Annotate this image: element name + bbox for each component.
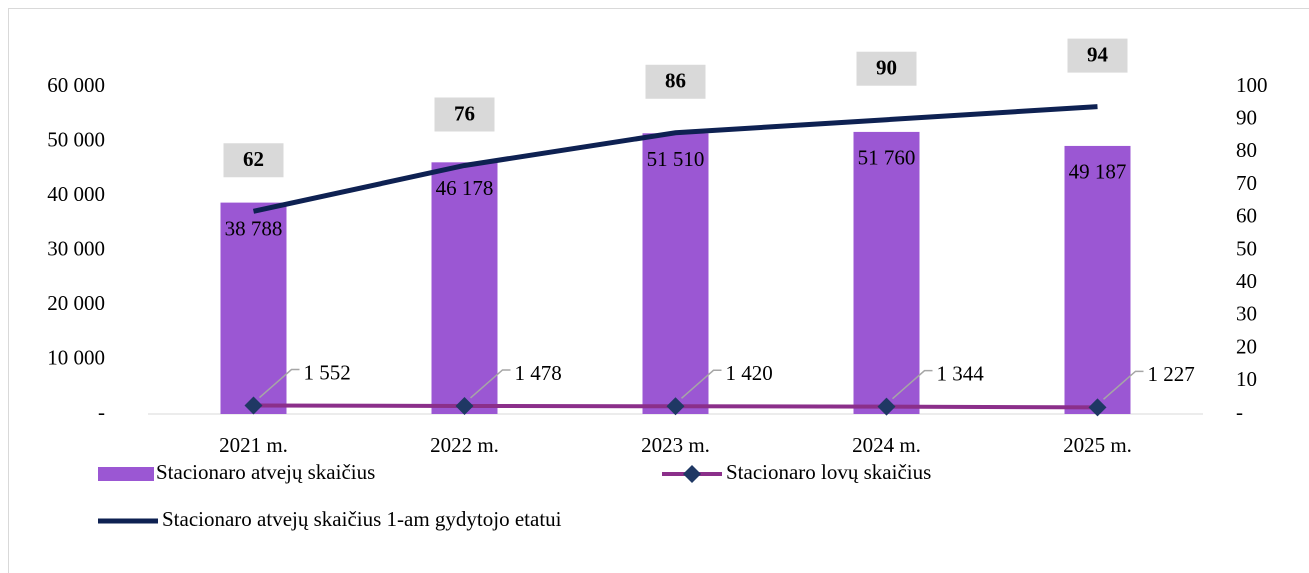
y2-tick-label: 100 xyxy=(1236,73,1268,97)
line xyxy=(252,104,1098,214)
bar-value-label: 51 760 xyxy=(858,146,916,170)
bar xyxy=(431,162,498,414)
leader-line xyxy=(259,368,300,399)
bar xyxy=(1064,145,1131,414)
bar-value-label: 46 178 xyxy=(436,176,494,200)
line-value-label: 94 xyxy=(1087,42,1109,66)
legend-label: Stacionaro atvejų skaičius 1-am gydytojo… xyxy=(162,507,562,531)
label-box xyxy=(223,143,284,178)
y-tick-label: 30 000 xyxy=(47,236,105,260)
legend-marker xyxy=(683,465,701,483)
bar-value-label: 49 187 xyxy=(1069,160,1127,184)
y2-tick-label: 10 xyxy=(1236,367,1257,391)
x-tick-label: 2025 m. xyxy=(1063,433,1132,457)
y-tick-label: 40 000 xyxy=(47,182,105,206)
y2-tick-label: 20 xyxy=(1236,334,1257,358)
line-value-label: 90 xyxy=(876,56,897,80)
line-value-label: 76 xyxy=(454,101,475,125)
bar xyxy=(642,133,709,414)
line-value-label: 1 552 xyxy=(304,360,351,384)
leader-line xyxy=(681,369,722,399)
y2-tick-label: 50 xyxy=(1236,236,1257,260)
line-value-label: 1 227 xyxy=(1148,362,1195,386)
marker xyxy=(455,396,474,415)
x-tick-label: 2023 m. xyxy=(641,433,710,457)
bar xyxy=(220,202,287,414)
line-value-label: 62 xyxy=(243,147,264,171)
line-value-label: 1 344 xyxy=(937,361,985,385)
y-tick-label: 10 000 xyxy=(47,345,105,369)
y-tick-label: 50 000 xyxy=(47,127,105,151)
leader-line xyxy=(1103,370,1144,400)
leader-line xyxy=(892,369,933,400)
label-box xyxy=(645,64,706,99)
marker xyxy=(1088,398,1107,417)
marker xyxy=(877,397,896,416)
chart-border xyxy=(8,8,1309,573)
label-box xyxy=(856,51,917,86)
y-tick-label: - xyxy=(98,400,105,424)
y2-tick-label: - xyxy=(1236,400,1243,424)
x-tick-label: 2021 m. xyxy=(219,433,288,457)
bar xyxy=(853,131,920,414)
legend-swatch xyxy=(98,467,154,481)
line-value-label: 1 478 xyxy=(515,361,562,385)
bar-value-label: 38 788 xyxy=(225,216,283,240)
bar-value-label: 51 510 xyxy=(647,147,705,171)
label-box xyxy=(1067,38,1128,73)
line-value-label: 86 xyxy=(665,69,686,93)
marker xyxy=(666,397,685,416)
y2-tick-label: 90 xyxy=(1236,106,1257,130)
legend-label: Stacionaro lovų skaičius xyxy=(726,460,931,484)
x-tick-label: 2024 m. xyxy=(852,433,921,457)
y-tick-label: 20 000 xyxy=(47,291,105,315)
label-box xyxy=(434,97,495,132)
leader-line xyxy=(470,369,511,399)
x-tick-label: 2022 m. xyxy=(430,433,499,457)
marker xyxy=(244,396,263,415)
y2-tick-label: 40 xyxy=(1236,269,1257,293)
y2-tick-label: 70 xyxy=(1236,171,1257,195)
y2-tick-label: 30 xyxy=(1236,302,1257,326)
line-value-label: 1 420 xyxy=(726,361,773,385)
y2-tick-label: 80 xyxy=(1236,138,1257,162)
legend-label: Stacionaro atvejų skaičius xyxy=(156,460,375,484)
y-tick-label: 60 000 xyxy=(47,73,105,97)
y2-tick-label: 60 xyxy=(1236,204,1257,228)
